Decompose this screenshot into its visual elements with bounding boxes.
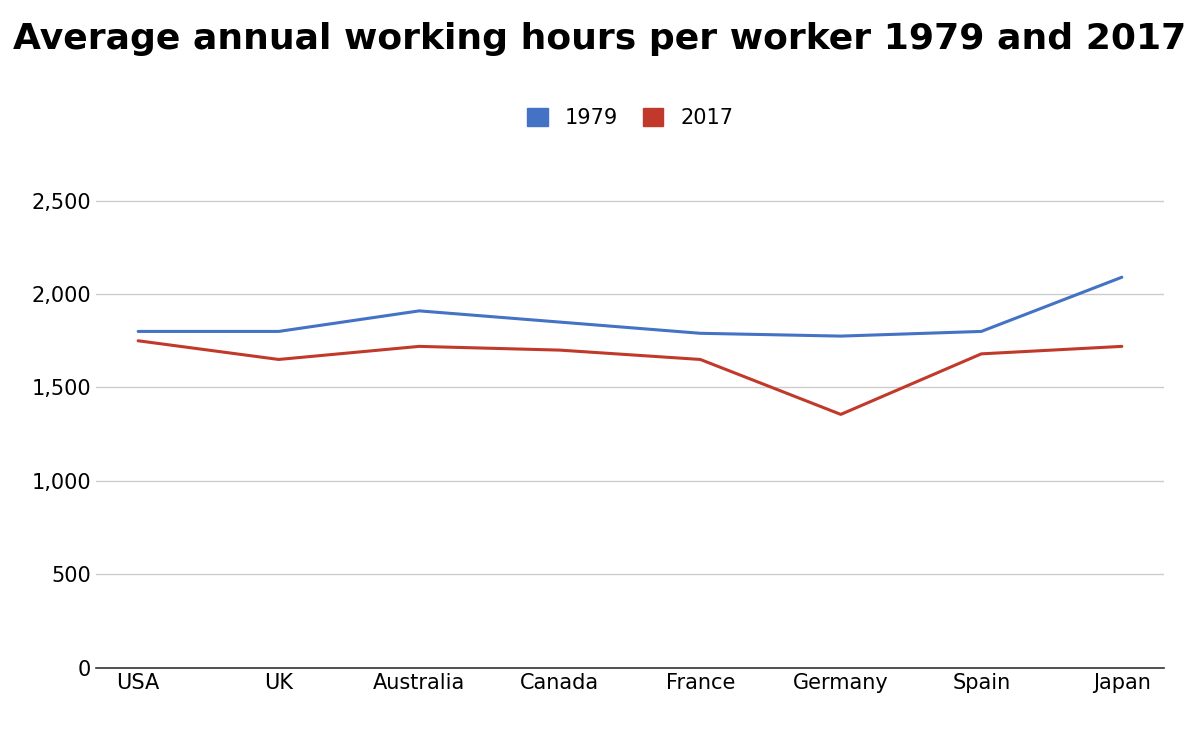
- 1979: [694, 329, 708, 338]
- 2017: [131, 336, 145, 345]
- 1979: [1115, 273, 1129, 282]
- 2017: [1115, 342, 1129, 351]
- Line: 2017: 2017: [138, 341, 1122, 414]
- 1979: [974, 327, 989, 336]
- 1979: [834, 332, 848, 341]
- 2017: [694, 355, 708, 364]
- 2017: [974, 349, 989, 358]
- 1979: [412, 306, 426, 315]
- 2017: [552, 346, 566, 355]
- 2017: [834, 410, 848, 418]
- Line: 1979: 1979: [138, 278, 1122, 336]
- 2017: [412, 342, 426, 351]
- 1979: [271, 327, 286, 336]
- Text: Average annual working hours per worker 1979 and 2017: Average annual working hours per worker …: [13, 22, 1187, 56]
- Legend: 1979, 2017: 1979, 2017: [527, 108, 733, 128]
- 1979: [131, 327, 145, 336]
- 2017: [271, 355, 286, 364]
- 1979: [552, 318, 566, 326]
